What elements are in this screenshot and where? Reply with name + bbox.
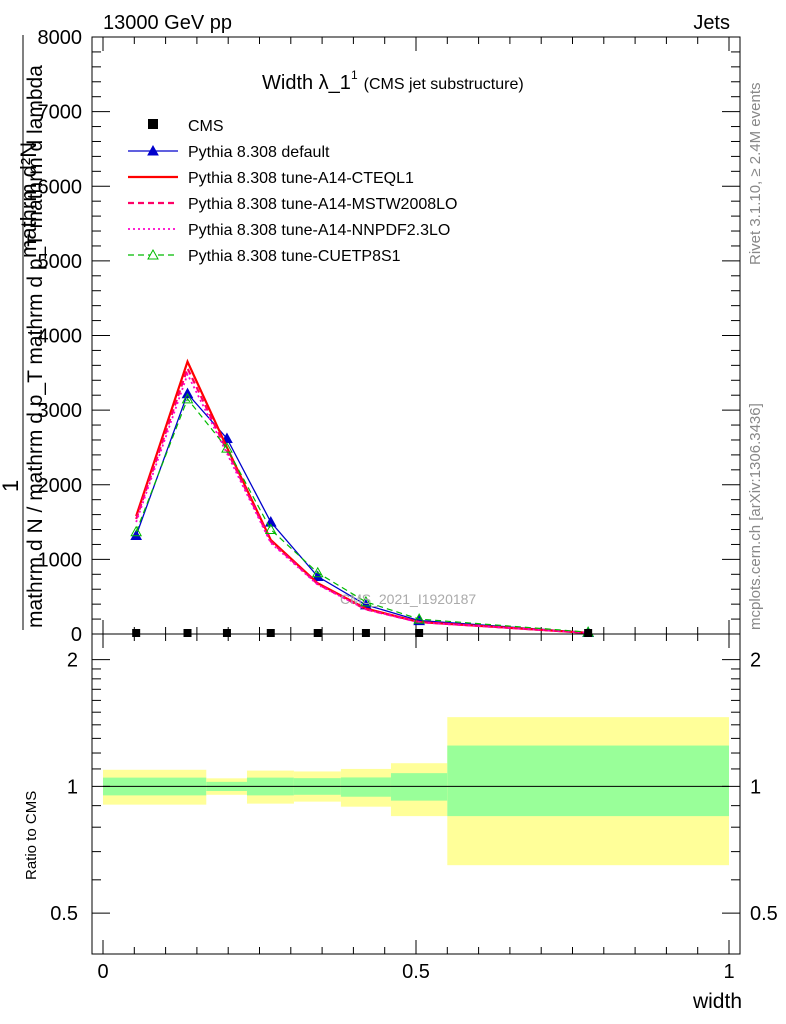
series-marker-cuetp8s1 <box>413 613 425 624</box>
ratio-y-tick-label-right: 1 <box>750 776 761 798</box>
cms-data-point <box>361 629 370 637</box>
series-marker-default <box>311 570 324 582</box>
cms-data-point <box>222 629 231 637</box>
y-axis-label-lead: 1 <box>0 480 23 492</box>
cms-data-points <box>132 629 593 637</box>
cms-data-point <box>132 629 141 637</box>
rivet-version-text: Rivet 3.1.10, ≥ 2.4M events <box>747 83 764 266</box>
x-tick-label: 0 <box>97 961 108 983</box>
legend-marker-cuetp8s1 <box>147 248 159 260</box>
legend-label-cuetp8s1: Pythia 8.308 tune-CUETP8S1 <box>188 248 401 265</box>
main-y-tick-label: 1000 <box>38 549 83 571</box>
plot-title-superscript: 1 <box>351 68 358 82</box>
legend-marker-cms <box>148 119 158 129</box>
main-y-tick-label: 7000 <box>38 102 83 124</box>
mcplots-reference-text: mcplots.cern.ch [arXiv:1306.3436] <box>747 403 764 630</box>
main-plot-panel: 0 1000 2000 3000 4000 5000 6000 7000 8000 Width … <box>0 27 741 646</box>
header-right: Jets <box>693 12 730 34</box>
main-series-lines <box>130 358 594 638</box>
ratio-y-tick-label-right: 2 <box>750 650 761 672</box>
legend-label-a14_nnpdf: Pythia 8.308 tune-A14-NNPDF2.3LO <box>188 222 450 239</box>
series-line-a14_nnpdf <box>135 371 589 634</box>
watermark-text: CMS_2021_I1920187 <box>340 591 476 607</box>
legend: CMS Pythia 8.308 default Pythia 8.308 tune… <box>128 118 457 265</box>
main-y-tick-label: 3000 <box>38 400 83 422</box>
header-left: 13000 GeV pp <box>103 12 232 34</box>
cms-data-point <box>313 629 322 637</box>
ratio-inner-band <box>390 773 448 801</box>
series-line-cuetp8s1 <box>135 397 589 633</box>
cms-data-point <box>183 629 192 637</box>
cms-data-point <box>266 629 275 637</box>
series-marker-cuetp8s1 <box>130 525 143 537</box>
series-marker-cuetp8s1 <box>181 392 194 404</box>
x-axis: 0 0.5 1 <box>97 634 735 983</box>
ratio-inner-band <box>447 745 729 817</box>
legend-label-default: Pythia 8.308 default <box>188 144 330 161</box>
y-axis-label-numerator: mathrm d²N <box>16 142 41 258</box>
ratio-y-tick-label: 2 <box>67 650 78 672</box>
x-tick-label: 1 <box>723 961 734 983</box>
ratio-plot-panel: 0.5 0.51 12 2 0 0.5 1 Ratio to CMS width <box>23 633 778 1013</box>
legend-label-a14_mstw: Pythia 8.308 tune-A14-MSTW2008LO <box>188 196 457 213</box>
legend-marker-default <box>147 144 159 156</box>
main-y-axis: 0 1000 2000 3000 4000 5000 6000 7000 8000 <box>38 27 740 646</box>
x-tick-label: 0.5 <box>402 961 430 983</box>
y-axis-label-denominator: mathrm d N / mathrm d p_T mathrm d p_T m… <box>24 65 47 628</box>
plot-title: Width λ_11 (CMS jet substructure) <box>262 68 524 94</box>
series-marker-cuetp8s1 <box>221 442 233 453</box>
ratio-uncertainty-bands <box>103 717 729 866</box>
main-y-tick-label: 2000 <box>38 475 83 497</box>
ratio-y-axis-label: Ratio to CMS <box>23 791 40 880</box>
ratio-y-tick-label-right: 0.5 <box>750 903 778 925</box>
cms-data-point <box>584 629 593 637</box>
series-marker-cuetp8s1 <box>264 523 277 535</box>
main-y-tick-label: 8000 <box>38 27 83 49</box>
series-marker-default <box>130 529 143 540</box>
series-marker-cuetp8s1 <box>360 595 372 607</box>
ratio-y-tick-label: 1 <box>67 776 78 798</box>
ratio-y-tick-label: 0.5 <box>50 903 78 925</box>
cms-data-point <box>415 629 424 637</box>
ratio-y-axis: 0.5 0.5 1 1 2 2 <box>50 650 778 926</box>
main-y-tick-label: 4000 <box>38 326 83 348</box>
series-marker-cuetp8s1 <box>311 566 324 578</box>
main-y-tick-label: 5000 <box>38 251 83 273</box>
plot-title-main: Width λ_1 <box>262 72 351 94</box>
plot-subtitle: (CMS jet substructure) <box>364 76 524 93</box>
main-y-tick-label: 0 <box>71 624 82 646</box>
legend-label-a14_cteql1: Pythia 8.308 tune-A14-CTEQL1 <box>188 170 414 187</box>
ratio-inner-band <box>340 777 391 797</box>
legend-label-cms: CMS <box>188 118 224 135</box>
main-y-tick-label: 6000 <box>38 176 83 198</box>
series-line-default <box>135 392 589 634</box>
x-axis-label: width <box>692 990 742 1013</box>
